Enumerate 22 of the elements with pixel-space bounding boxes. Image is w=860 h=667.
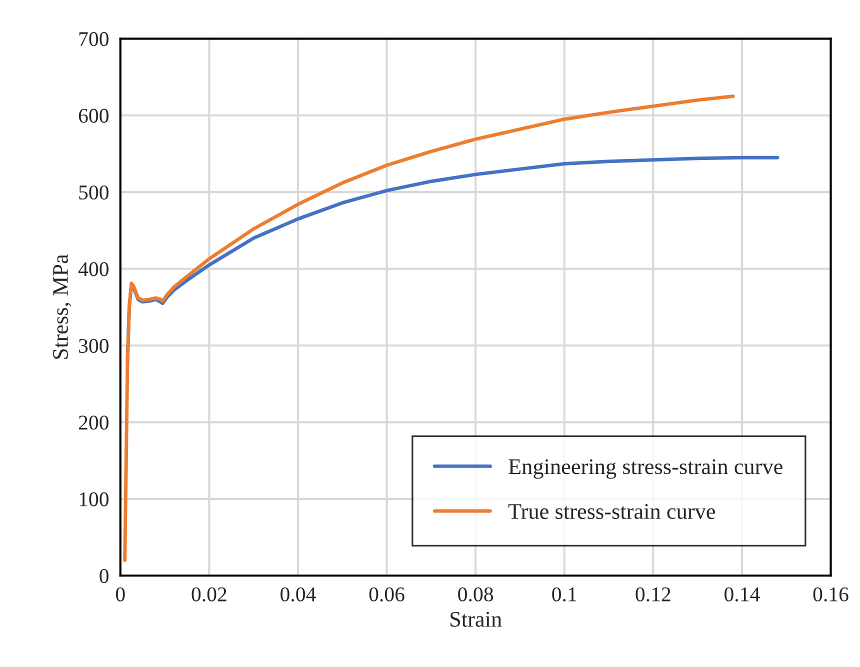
- y-tick-label: 400: [78, 262, 108, 276]
- y-tick-label: 500: [79, 185, 108, 200]
- x-tick-label: 0: [116, 587, 125, 602]
- legend-label: True stress-strain curve: [508, 504, 716, 519]
- x-tick-label: 0.02: [192, 587, 226, 602]
- x-tick-label: 0.14: [724, 587, 760, 602]
- x-tick-label: 0.08: [458, 587, 494, 602]
- line-series: [123, 94, 735, 562]
- y-tick-label: 200: [78, 416, 108, 430]
- x-axis-title: Strain: [450, 612, 502, 627]
- legend-label: Engineering stress-strain curve: [508, 459, 782, 479]
- x-tick-label: 0.1: [552, 587, 576, 602]
- x-tick-label: 0.12: [636, 587, 670, 602]
- y-tick-label: 600: [78, 108, 108, 123]
- x-tick-label: 0.06: [369, 587, 404, 602]
- y-axis-title: Stress, MPa: [53, 254, 72, 359]
- y-tick-label: 300: [79, 338, 108, 353]
- x-tick-label: 0.16: [813, 587, 848, 602]
- y-tick-label: 0: [100, 568, 108, 584]
- y-tick-label: 100: [80, 492, 108, 506]
- y-tick-label: 700: [79, 32, 108, 46]
- x-tick-label: 0.04: [280, 587, 316, 602]
